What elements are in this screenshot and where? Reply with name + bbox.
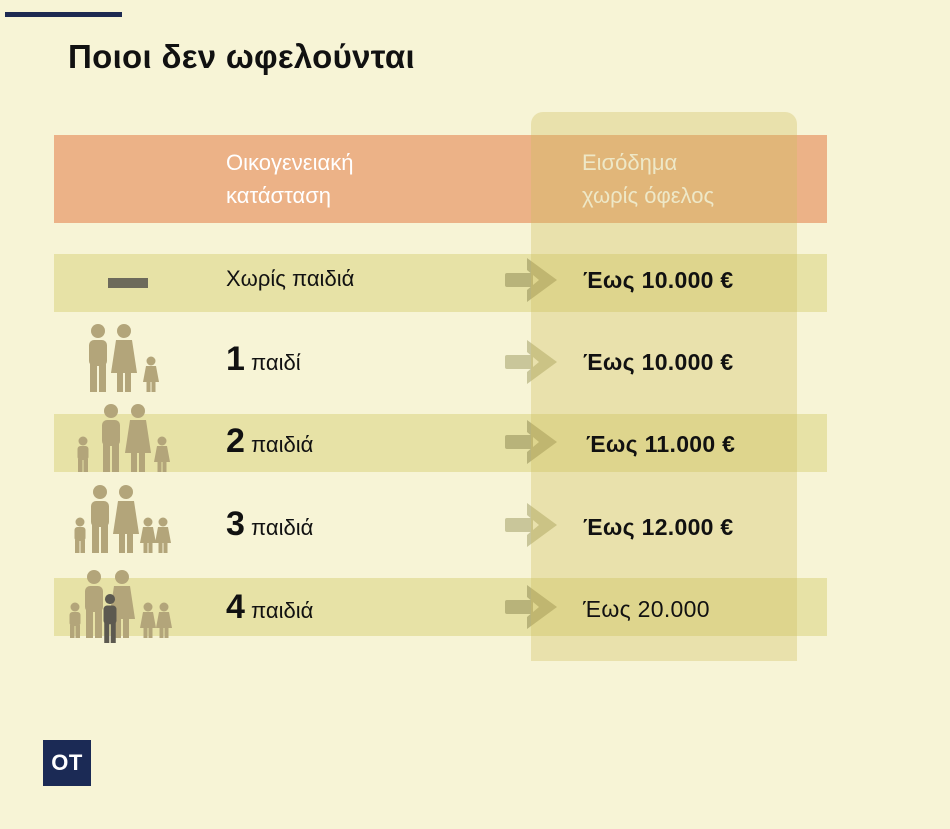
row-number: 1 — [226, 340, 245, 378]
row-label-text: Χωρίς παιδιά — [226, 266, 355, 291]
dash-icon — [108, 278, 148, 288]
row-value: Έως 11.000 € — [586, 431, 736, 457]
family-4-children-icon — [69, 570, 172, 643]
page-title: Ποιοι δεν ωφελούνται — [68, 38, 415, 75]
row-label-text: παιδιά — [251, 598, 314, 623]
row-label-text: παιδιά — [251, 515, 314, 540]
row-label-4-children: 4 παιδιά — [226, 588, 313, 627]
top-accent-line — [5, 12, 122, 17]
row-label-text: παιδιά — [251, 432, 314, 457]
table-header — [54, 135, 827, 223]
row-label-text: παιδί — [251, 350, 301, 375]
row-number: 3 — [226, 505, 245, 543]
table-row — [54, 414, 827, 472]
header-income-no-benefit: Εισόδημα χωρίς όφελος — [582, 150, 715, 208]
table-row — [54, 578, 827, 636]
row-label-2-children: 2 παιδιά — [226, 422, 313, 461]
row-label-no-children: Χωρίς παιδιά — [226, 266, 354, 292]
table-row — [54, 254, 827, 312]
row-label-3-children: 3 παιδιά — [226, 505, 313, 544]
row-value: Έως 10.000 € — [583, 349, 734, 375]
row-label-1-child: 1 παιδί — [226, 340, 301, 379]
row-value: Έως 20.000 — [583, 596, 710, 622]
income-column-highlight — [531, 112, 797, 661]
row-number: 4 — [226, 588, 245, 626]
row-value: Έως 10.000 € — [583, 267, 734, 293]
row-value: Έως 12.000 € — [583, 514, 734, 540]
family-2-children-icon — [77, 404, 170, 472]
header-family-status: Οικογενειακή κατάσταση — [226, 150, 354, 208]
row-number: 2 — [226, 422, 245, 460]
publisher-logo: OT — [43, 740, 91, 786]
family-3-children-icon — [74, 485, 171, 553]
family-1-child-icon — [89, 324, 159, 392]
